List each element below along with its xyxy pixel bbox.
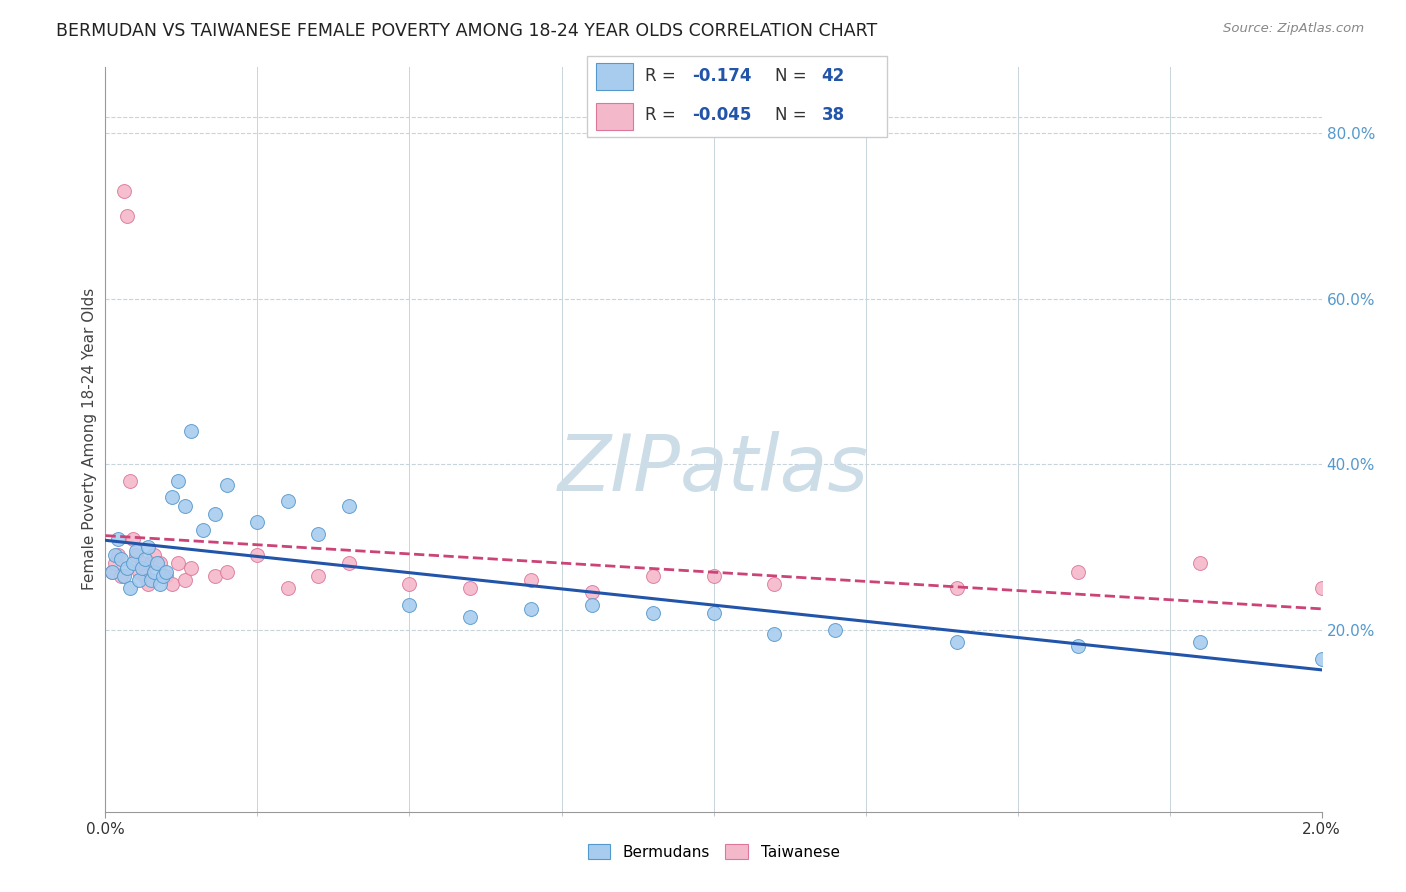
Point xyxy=(1310,582,1333,596)
Point xyxy=(763,627,786,641)
FancyBboxPatch shape xyxy=(596,103,633,130)
Text: 42: 42 xyxy=(821,68,845,86)
Point xyxy=(136,577,159,591)
Point xyxy=(204,569,226,583)
Point xyxy=(945,582,967,596)
Point xyxy=(118,474,141,488)
Point xyxy=(763,577,786,591)
Point xyxy=(110,569,132,583)
Point xyxy=(143,548,166,562)
Point xyxy=(702,569,725,583)
Point xyxy=(121,557,143,571)
Point xyxy=(1310,651,1333,665)
Text: N =: N = xyxy=(775,68,813,86)
Point xyxy=(149,557,172,571)
Point xyxy=(191,524,214,538)
Point xyxy=(152,569,174,583)
Point xyxy=(180,560,202,574)
FancyBboxPatch shape xyxy=(586,56,887,136)
Point xyxy=(520,602,543,616)
Point xyxy=(125,548,148,562)
Point xyxy=(134,552,156,566)
Point xyxy=(520,573,543,587)
Point xyxy=(204,507,226,521)
Point xyxy=(143,565,166,579)
Point xyxy=(121,532,143,546)
Point xyxy=(162,577,184,591)
Text: -0.045: -0.045 xyxy=(692,106,751,124)
Point xyxy=(824,623,846,637)
Point xyxy=(112,184,135,198)
Point xyxy=(103,548,125,562)
Point xyxy=(131,560,153,574)
Point xyxy=(134,569,156,583)
Point xyxy=(398,598,420,612)
Point xyxy=(112,569,135,583)
Point xyxy=(277,582,299,596)
Point xyxy=(107,548,129,562)
Point xyxy=(217,565,239,579)
Point xyxy=(136,540,159,554)
Point xyxy=(945,635,967,649)
Point xyxy=(131,557,153,571)
Text: Source: ZipAtlas.com: Source: ZipAtlas.com xyxy=(1223,22,1364,36)
Point xyxy=(1067,639,1090,653)
Text: -0.174: -0.174 xyxy=(692,68,751,86)
Point xyxy=(115,209,138,223)
Point xyxy=(246,515,269,529)
Point xyxy=(139,557,162,571)
Point xyxy=(337,557,360,571)
Point xyxy=(115,560,138,574)
Point xyxy=(307,527,329,541)
Point xyxy=(118,582,141,596)
Point xyxy=(581,585,603,599)
Point xyxy=(167,557,190,571)
Point xyxy=(1188,557,1211,571)
Point xyxy=(246,548,269,562)
Text: R =: R = xyxy=(645,68,682,86)
Point xyxy=(100,565,122,579)
Point xyxy=(173,499,195,513)
Point xyxy=(458,610,481,624)
Point xyxy=(103,557,125,571)
Point xyxy=(307,569,329,583)
Point xyxy=(1067,565,1090,579)
Point xyxy=(162,490,184,504)
Point xyxy=(581,598,603,612)
Text: ZIPatlas: ZIPatlas xyxy=(558,431,869,508)
Point xyxy=(337,499,360,513)
Point xyxy=(458,582,481,596)
Point xyxy=(167,474,190,488)
Point xyxy=(155,565,177,579)
Point xyxy=(110,552,132,566)
Point xyxy=(155,569,177,583)
Point xyxy=(149,577,172,591)
Point xyxy=(641,606,664,620)
Point xyxy=(107,532,129,546)
Point xyxy=(128,573,150,587)
Y-axis label: Female Poverty Among 18-24 Year Olds: Female Poverty Among 18-24 Year Olds xyxy=(82,288,97,591)
Point xyxy=(125,544,148,558)
Point xyxy=(641,569,664,583)
Point xyxy=(702,606,725,620)
Point xyxy=(139,573,162,587)
Point xyxy=(128,565,150,579)
Point xyxy=(173,573,195,587)
Point xyxy=(146,557,169,571)
Text: R =: R = xyxy=(645,106,682,124)
Point xyxy=(180,424,202,438)
Point xyxy=(1188,635,1211,649)
FancyBboxPatch shape xyxy=(596,62,633,90)
Point xyxy=(217,478,239,492)
Point xyxy=(100,565,122,579)
Text: BERMUDAN VS TAIWANESE FEMALE POVERTY AMONG 18-24 YEAR OLDS CORRELATION CHART: BERMUDAN VS TAIWANESE FEMALE POVERTY AMO… xyxy=(56,22,877,40)
Point xyxy=(398,577,420,591)
Legend: Bermudans, Taiwanese: Bermudans, Taiwanese xyxy=(579,836,848,867)
Point xyxy=(277,494,299,508)
Text: N =: N = xyxy=(775,106,813,124)
Text: 38: 38 xyxy=(821,106,845,124)
